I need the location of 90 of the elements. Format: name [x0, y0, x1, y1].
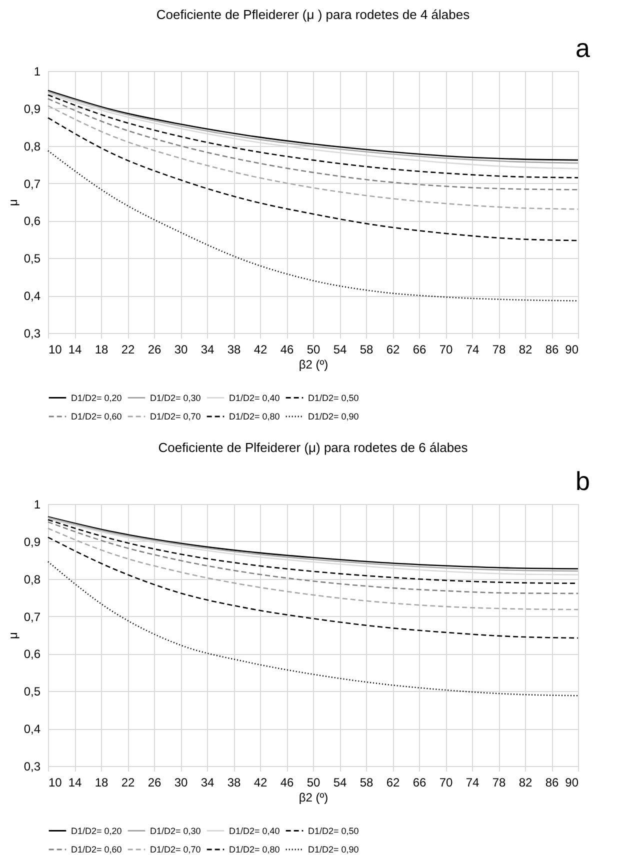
legend-label: D1/D2= 0,40 [229, 826, 280, 836]
legend-label: D1/D2= 0,20 [71, 826, 122, 836]
legend-label: D1/D2= 0,80 [229, 844, 280, 854]
x-tick-label: 14 [68, 776, 82, 790]
line-series [47, 521, 579, 594]
line-series [47, 560, 579, 696]
x-tick-label: 86 [545, 342, 559, 356]
x-tick-label: 58 [360, 342, 374, 356]
x-tick-label: 78 [492, 776, 506, 790]
y-tick-label: 0,4 [24, 289, 41, 304]
x-tick-label: 14 [68, 342, 82, 356]
y-tick-label: 0,9 [24, 102, 41, 116]
x-tick-label: 22 [121, 776, 135, 790]
y-tick-label: 1 [34, 498, 41, 512]
x-tick-label: 42 [254, 342, 268, 356]
x-tick-label: 66 [412, 776, 426, 790]
y-axis-title: μ [6, 198, 20, 206]
x-tick-label: 82 [518, 342, 532, 356]
x-tick-label: 26 [148, 342, 162, 356]
chart-title: Coeficiente de Pfleiderer (μ ) para rodetes de 4 álabes [156, 7, 470, 22]
x-tick-label: 54 [333, 342, 347, 356]
text: b [576, 466, 590, 496]
y-tick-label: 0,3 [24, 760, 41, 774]
y-tick-label: 0,7 [24, 176, 41, 191]
legend-label: D1/D2= 0,30 [150, 392, 201, 403]
x-tick-label: 38 [227, 342, 241, 356]
y-tick-label: 0,6 [24, 214, 41, 228]
text: a [576, 33, 591, 63]
line-series [47, 117, 579, 242]
y-tick-label: 0,6 [24, 647, 41, 662]
x-tick-label: 34 [200, 342, 214, 356]
line-series [47, 105, 579, 210]
x-tick-label: 46 [280, 342, 294, 356]
legend-label: D1/D2= 0,30 [150, 826, 201, 836]
legend-label: D1/D2= 0,60 [71, 412, 122, 422]
x-axis-title: β2 (º) [298, 790, 328, 804]
legend-label: D1/D2= 0,80 [229, 412, 280, 422]
y-tick-label: 0,4 [24, 722, 41, 736]
x-tick-label: 34 [200, 776, 214, 790]
legend-label: D1/D2= 0,50 [308, 826, 359, 836]
x-tick-label: 18 [94, 776, 108, 790]
x-tick-label: 10 [48, 776, 62, 790]
legend-label: D1/D2= 0,60 [71, 844, 122, 854]
x-tick-label: 82 [518, 776, 532, 790]
y-tick-label: 1 [34, 64, 41, 78]
line-series [47, 98, 579, 190]
legend-label: D1/D2= 0,70 [150, 412, 201, 422]
x-tick-label: 30 [174, 342, 188, 356]
x-tick-label: 74 [466, 342, 480, 356]
x-tick-label: 38 [227, 776, 241, 790]
x-tick-label: 74 [466, 776, 480, 790]
legend-label: D1/D2= 0,90 [308, 844, 359, 854]
x-tick-label: 66 [412, 342, 426, 356]
line-series [47, 150, 579, 302]
x-tick-label: 50 [306, 776, 320, 790]
legend-label: D1/D2= 0,90 [308, 412, 359, 422]
x-tick-label: 30 [174, 776, 188, 790]
line-series [47, 528, 579, 610]
y-tick-label: 0,5 [24, 252, 41, 266]
x-axis-title: β2 (º) [298, 358, 328, 372]
x-tick-label: 58 [360, 776, 374, 790]
x-tick-label: 54 [333, 776, 347, 790]
y-axis-title: μ [6, 632, 20, 639]
x-tick-label: 46 [280, 776, 294, 790]
x-tick-label: 42 [254, 776, 268, 790]
legend-label: D1/D2= 0,20 [71, 392, 122, 403]
x-tick-label: 86 [545, 776, 559, 790]
x-tick-label: 62 [386, 342, 400, 356]
x-tick-label: 62 [386, 776, 400, 790]
x-tick-label: 18 [94, 342, 108, 356]
chart-title: Coeficiente de Plfeiderer (μ) para rodetes de 6 álabes [158, 440, 468, 455]
x-tick-label: 70 [439, 342, 453, 356]
y-tick-label: 0,8 [24, 139, 41, 154]
legend-label: D1/D2= 0,50 [308, 392, 359, 403]
line-series [47, 536, 579, 639]
y-tick-label: 0,3 [24, 326, 41, 340]
x-tick-label: 70 [439, 776, 453, 790]
x-tick-label: 26 [148, 776, 162, 790]
x-tick-label: 90 [565, 776, 579, 790]
y-tick-label: 0,7 [24, 610, 41, 624]
x-tick-label: 78 [492, 342, 506, 356]
x-tick-label: 90 [565, 342, 579, 356]
y-tick-label: 0,5 [24, 684, 41, 699]
y-tick-label: 0,9 [24, 534, 41, 549]
x-tick-label: 50 [306, 342, 320, 356]
x-tick-label: 22 [121, 342, 135, 356]
x-tick-label: 10 [48, 342, 62, 356]
legend-label: D1/D2= 0,40 [229, 392, 280, 403]
legend-label: D1/D2= 0,70 [150, 844, 201, 854]
y-tick-label: 0,8 [24, 572, 41, 586]
